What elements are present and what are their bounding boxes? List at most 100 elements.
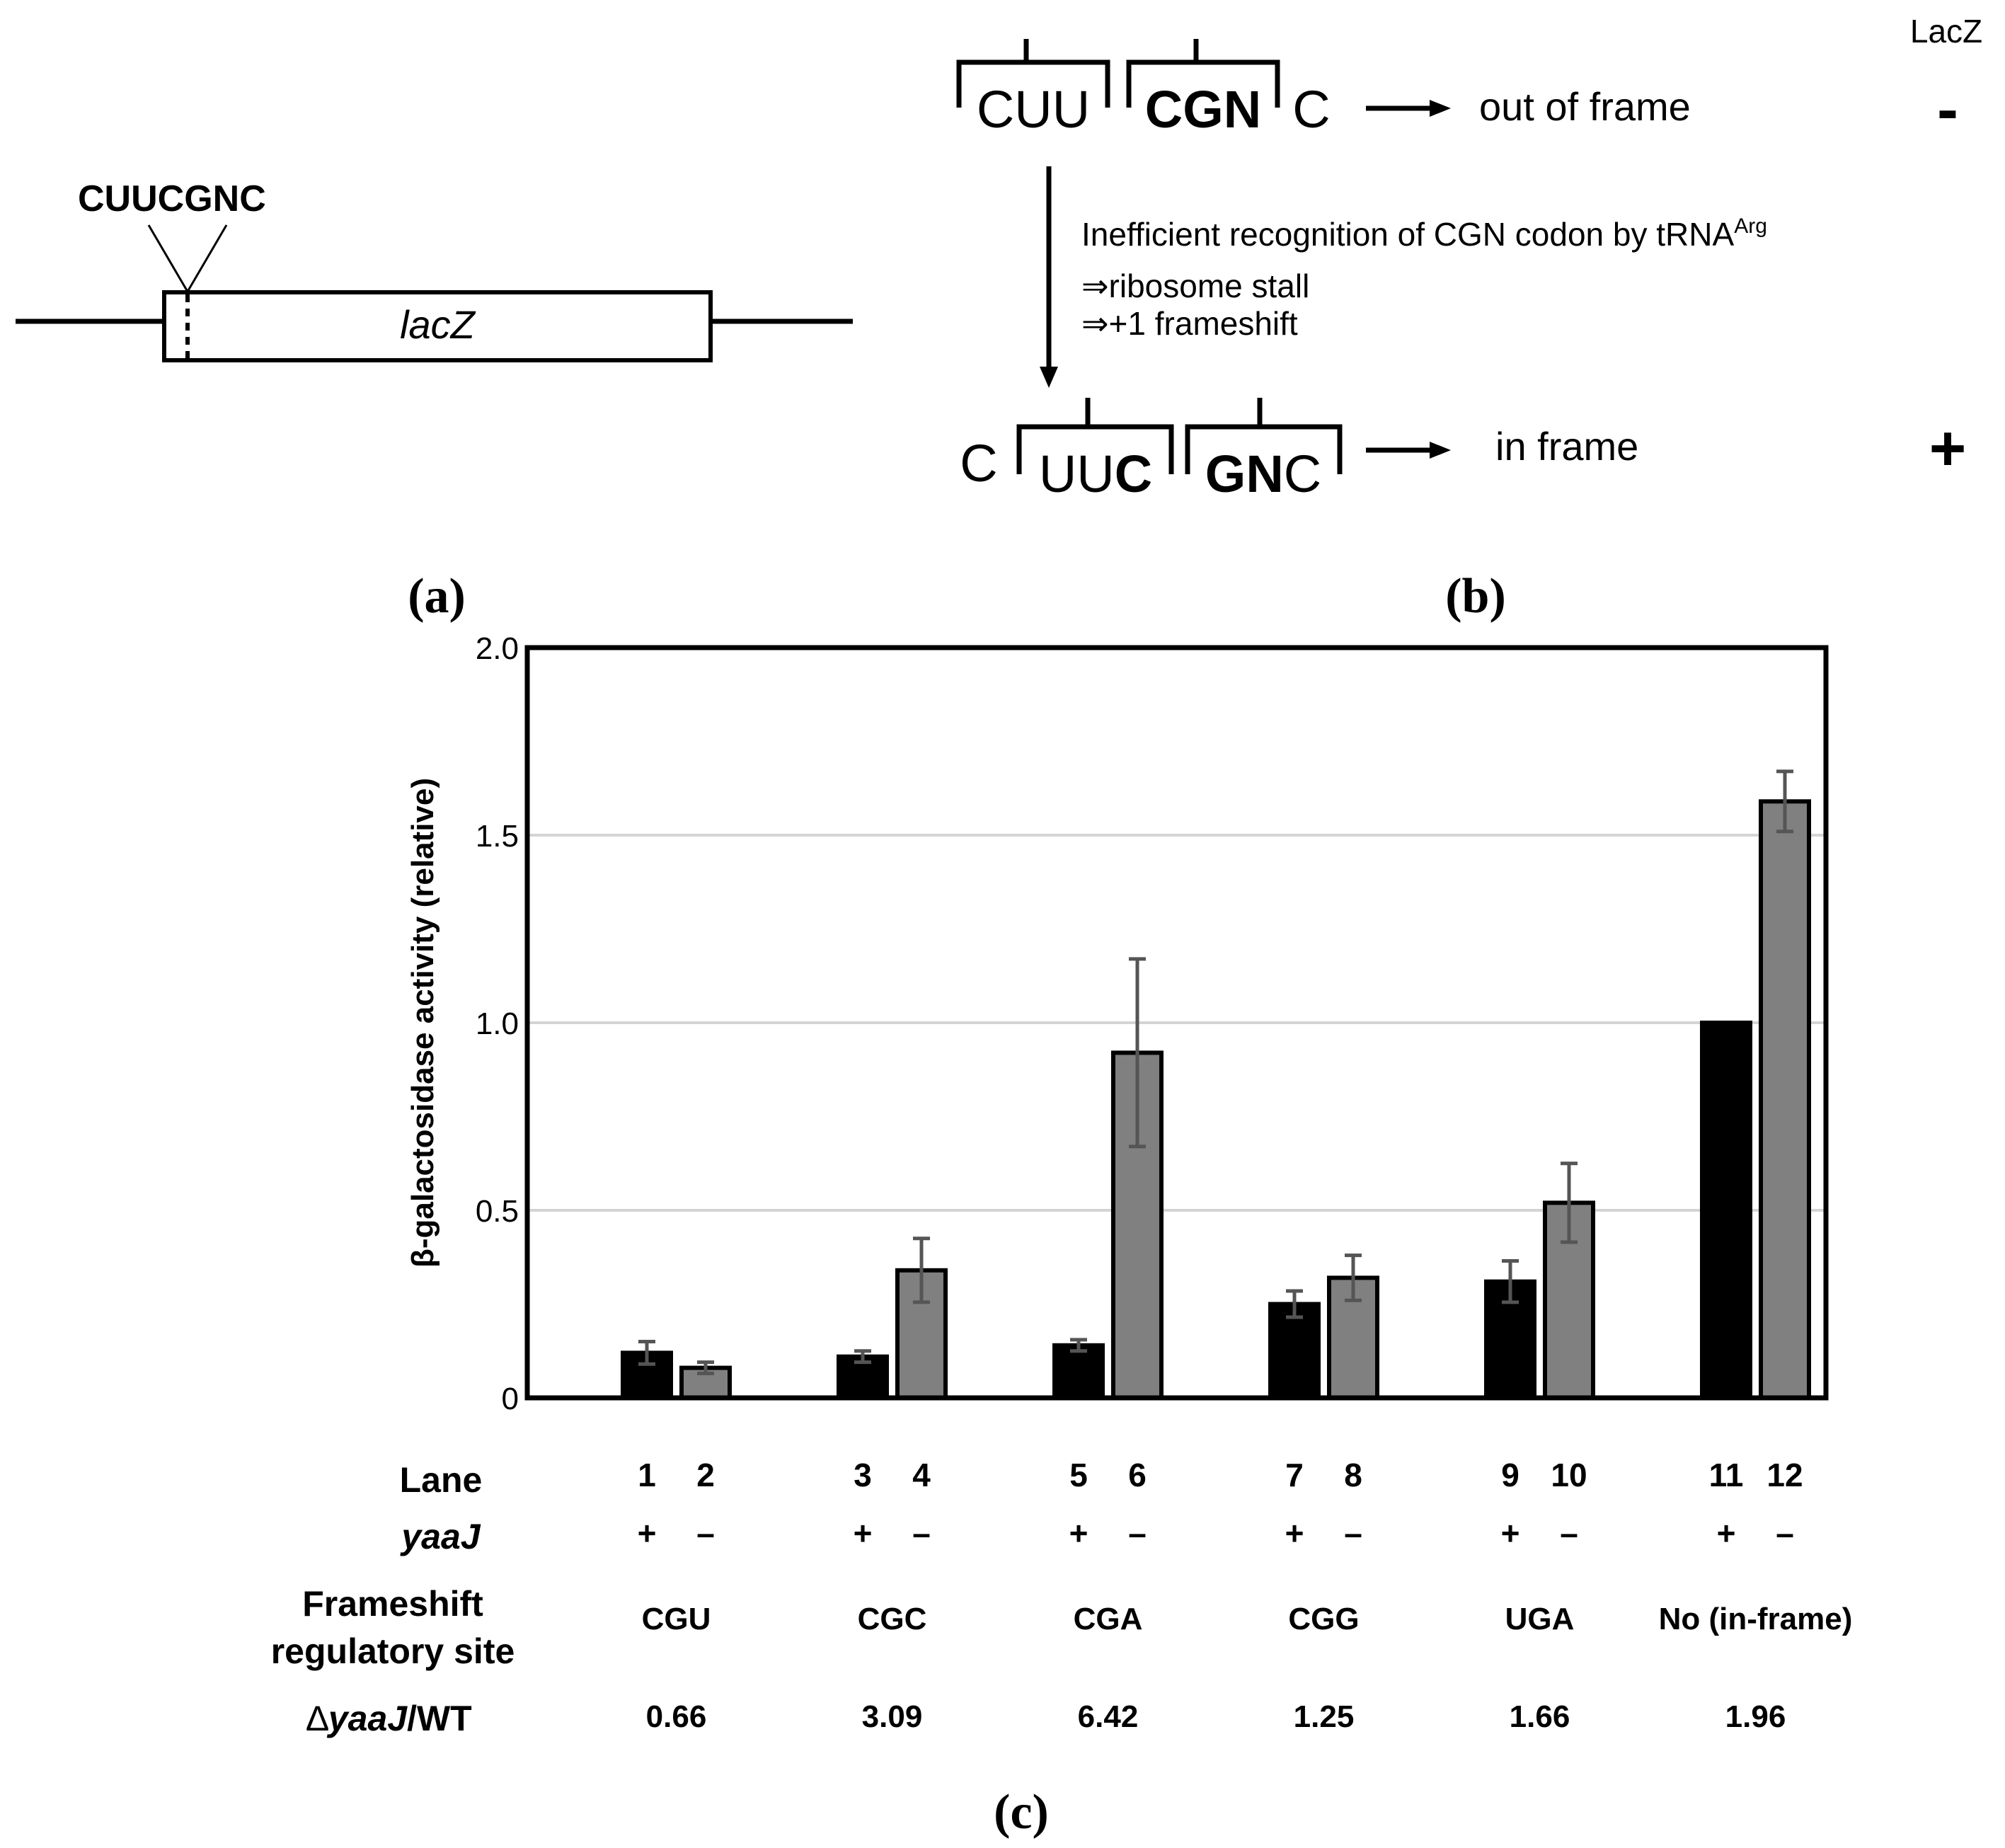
lane-number: 9 <box>1501 1457 1519 1493</box>
ratio-value: 1.25 <box>1294 1699 1355 1734</box>
panel-c: 0 0.5 1.0 1.5 2.0 β-galactosidase activity (… <box>271 631 1853 1840</box>
lane-number: 3 <box>854 1457 872 1493</box>
yaaj-status: + <box>1501 1515 1520 1551</box>
yaaj-status: + <box>1717 1515 1736 1551</box>
lane-number: 11 <box>1709 1457 1744 1493</box>
y-axis-ticks: 0 0.5 1.0 1.5 2.0 <box>476 631 519 1416</box>
frameshift-site: No (in-frame) <box>1659 1602 1853 1636</box>
row-label-site-line1: Frameshift <box>302 1584 483 1624</box>
arrow-out-of-frame-head <box>1430 100 1451 117</box>
callout-line-left <box>147 224 189 292</box>
codon-uuc: UUC <box>1039 444 1152 503</box>
lane-number: 4 <box>912 1457 931 1493</box>
row-label-ratio: ∆yaaJ/WT <box>306 1699 471 1738</box>
panel-a: CUUCGNC lacZ (a) <box>16 178 853 624</box>
yaaj-status: – <box>696 1515 715 1551</box>
lacz-minus: - <box>1937 74 1958 145</box>
frameshift-site: CGG <box>1288 1602 1359 1636</box>
codon-row-out-of-frame: CUU CGN C out of frame - <box>956 39 1958 145</box>
mechanism-line-2: ⇒ribosome stall <box>1081 268 1309 304</box>
ratio-gene-italic: yaaJ <box>326 1699 408 1738</box>
row-label-site-line2: regulatory site <box>271 1631 515 1671</box>
yaaj-status: – <box>1560 1515 1578 1551</box>
mechanism-line-3: ⇒+1 frameshift <box>1081 305 1298 342</box>
codon-uuc-plain: UU <box>1039 444 1115 503</box>
panel-c-caption: (c) <box>994 1785 1049 1840</box>
mechanism-line-1: Inefficient recognition of CGN codon by … <box>1081 214 1767 253</box>
chart-lane-table: 1 +2 – CGU 0.66 3 +4 – CGC 3.09 5 +6 – CGA 6.42 7 +8 – CGG… <box>638 1457 1853 1734</box>
yaaj-status: – <box>1776 1515 1794 1551</box>
outcome-out-of-frame: out of frame <box>1479 84 1691 129</box>
panel-b: LacZ CUU CGN C out of frame - Inefficien… <box>956 13 1982 624</box>
frameshift-site: CGU <box>642 1602 711 1636</box>
codon-bracket-1 <box>956 59 1110 108</box>
ratio-value: 0.66 <box>646 1699 707 1734</box>
trna-superscript: Arg <box>1734 214 1767 238</box>
codon-cuu: CUU <box>977 80 1090 139</box>
chart-error-bars <box>638 769 1793 1376</box>
y-tick-label: 1.5 <box>476 819 519 854</box>
ratio-delta-symbol: ∆ <box>306 1699 328 1738</box>
codon-bracket-3 <box>1016 424 1174 474</box>
y-tick-label: 2.0 <box>476 631 519 666</box>
yaaj-status: + <box>638 1515 657 1551</box>
yaaj-status: – <box>1128 1515 1147 1551</box>
chart-bars <box>621 799 1811 1401</box>
yaaj-status: + <box>854 1515 873 1551</box>
lacz-column-header: LacZ <box>1910 13 1982 50</box>
frameshift-arrow-head <box>1040 367 1058 388</box>
bar <box>1052 1343 1105 1401</box>
y-tick-label: 0.5 <box>476 1194 519 1229</box>
callout-line-right <box>186 224 228 292</box>
bar <box>1759 799 1811 1401</box>
codon-gnc-bold: GN <box>1205 444 1284 503</box>
panel-a-caption: (a) <box>408 569 466 624</box>
frameshift-site: CGA <box>1074 1602 1143 1636</box>
lane-number: 2 <box>696 1457 715 1493</box>
frameshift-site: CGC <box>858 1602 927 1636</box>
yaaj-status: + <box>1069 1515 1088 1551</box>
y-axis-label: β-galactosidase activity (relative) <box>406 778 440 1268</box>
codon-uuc-bold: C <box>1115 444 1152 503</box>
lacz-gene-box <box>162 290 713 362</box>
arrow-in-frame-head <box>1430 442 1451 459</box>
codon-cgn: CGN <box>1145 80 1261 139</box>
leading-nucleotide: C <box>960 434 997 493</box>
codon-bracket-2 <box>1126 59 1280 108</box>
yaaj-status: + <box>1285 1515 1304 1551</box>
lacz-gene-label: lacZ <box>400 302 476 347</box>
codon-row-in-frame: C UUC GNC in frame + <box>960 398 1966 503</box>
lane-number: 5 <box>1069 1457 1088 1493</box>
ratio-value: 1.96 <box>1725 1699 1786 1734</box>
codon-gnc: GNC <box>1205 444 1321 503</box>
ratio-value: 6.42 <box>1078 1699 1139 1734</box>
chart-gridlines <box>527 834 1826 1212</box>
ratio-value: 3.09 <box>862 1699 923 1734</box>
yaaj-status: – <box>912 1515 931 1551</box>
ratio-suffix: /WT <box>407 1699 472 1738</box>
ratio-value: 1.66 <box>1510 1699 1570 1734</box>
frameshift-site: UGA <box>1505 1602 1575 1636</box>
outcome-in-frame: in frame <box>1495 424 1638 469</box>
trailing-nucleotide: C <box>1292 80 1330 139</box>
lane-number: 6 <box>1128 1457 1147 1493</box>
codon-bracket-4 <box>1185 424 1343 474</box>
panel-b-caption: (b) <box>1445 569 1506 624</box>
lane-number: 8 <box>1344 1457 1362 1493</box>
mechanism-line-1-text: Inefficient recognition of CGN codon by … <box>1081 216 1734 253</box>
plot-frame <box>524 645 1829 1401</box>
bar <box>1700 1021 1752 1400</box>
row-label-yaaj: yaaJ <box>399 1517 481 1556</box>
site-sequence-label: CUUCGNC <box>78 178 266 219</box>
lane-number: 10 <box>1551 1457 1587 1493</box>
lane-number: 12 <box>1766 1457 1803 1493</box>
yaaj-status: – <box>1344 1515 1362 1551</box>
codon-gnc-plain: C <box>1284 444 1321 503</box>
row-label-lane: Lane <box>400 1460 483 1500</box>
lane-number: 1 <box>638 1457 656 1493</box>
lacz-plus: + <box>1929 413 1967 484</box>
y-tick-label: 1.0 <box>476 1006 519 1041</box>
lane-number: 7 <box>1285 1457 1304 1493</box>
y-tick-label: 0 <box>502 1382 519 1416</box>
